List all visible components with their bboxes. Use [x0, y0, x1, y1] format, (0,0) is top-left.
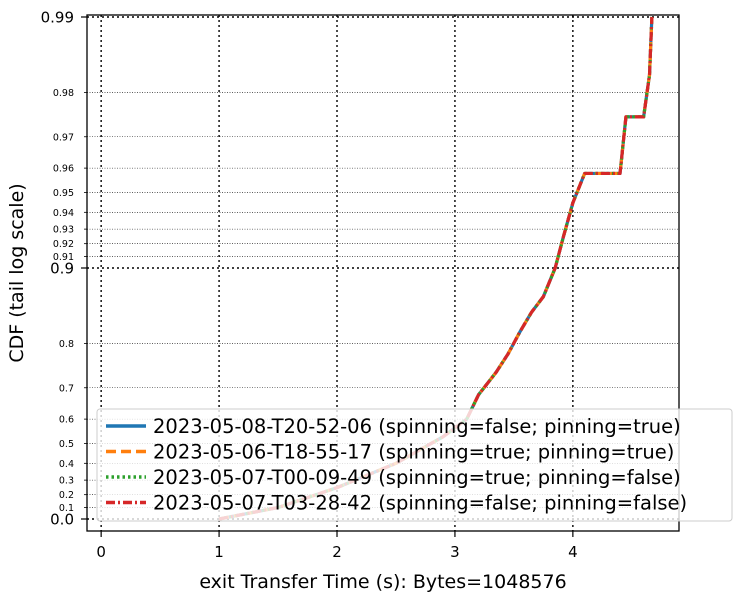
y-minor-tick-label: 0.2: [59, 490, 74, 501]
y-minor-tick-label: 0.93: [53, 225, 74, 236]
y-major-tick-label: 0.9: [50, 260, 74, 278]
legend: 2023-05-08-T20-52-06 (spinning=false; pi…: [96, 408, 733, 522]
y-minor-tick-label: 0.96: [53, 164, 74, 175]
y-minor-tick-label: 0.6: [59, 415, 74, 426]
y-minor-tick-label: 0.8: [59, 339, 74, 350]
y-minor-tick-label: 0.98: [53, 88, 74, 99]
y-minor-tick-label: 0.92: [53, 239, 74, 250]
y-major-tick-label: 0.99: [41, 9, 74, 27]
y-minor-tick-label: 0.91: [53, 252, 74, 263]
legend-entry-label: 2023-05-08-T20-52-06 (spinning=false; pi…: [153, 415, 681, 438]
x-tick-label: 4: [568, 543, 578, 561]
y-minor-tick-label: 0.97: [53, 132, 74, 143]
y-major-tick-label: 0.0: [50, 511, 74, 529]
y-minor-tick-label: 0.3: [59, 476, 74, 487]
y-minor-tick-label: 0.94: [53, 208, 74, 219]
x-axis-label: exit Transfer Time (s): Bytes=1048576: [199, 571, 566, 593]
x-tick-label: 3: [450, 543, 460, 561]
plot-frame: [86, 14, 680, 532]
y-minor-tick-label: 0.7: [59, 383, 74, 394]
legend-box: [96, 408, 733, 522]
axis-ticks: 0 1 2 3 4 0.1 0.2 0.3 0.4 0.5 0.6 0.7 0.8 0.91 0.92 0.9…: [41, 9, 578, 562]
legend-entry-label: 2023-05-07-T03-28-42 (spinning=false; pi…: [153, 492, 687, 515]
y-minor-tick-label: 0.95: [53, 188, 74, 199]
x-tick-label: 0: [96, 543, 106, 561]
legend-entry-label: 2023-05-07-T00-09-49 (spinning=true; pin…: [153, 466, 681, 489]
x-tick-label: 2: [332, 543, 342, 561]
x-tick-label: 1: [214, 543, 224, 561]
y-axis-label: CDF (tail log scale): [6, 183, 28, 362]
y-minor-tick-label: 0.1: [59, 503, 74, 514]
y-minor-tick-label: 0.4: [59, 459, 74, 470]
legend-entry-label: 2023-05-06-T18-55-17 (spinning=true; pin…: [153, 441, 674, 464]
y-minor-tick-label: 0.5: [59, 439, 74, 450]
